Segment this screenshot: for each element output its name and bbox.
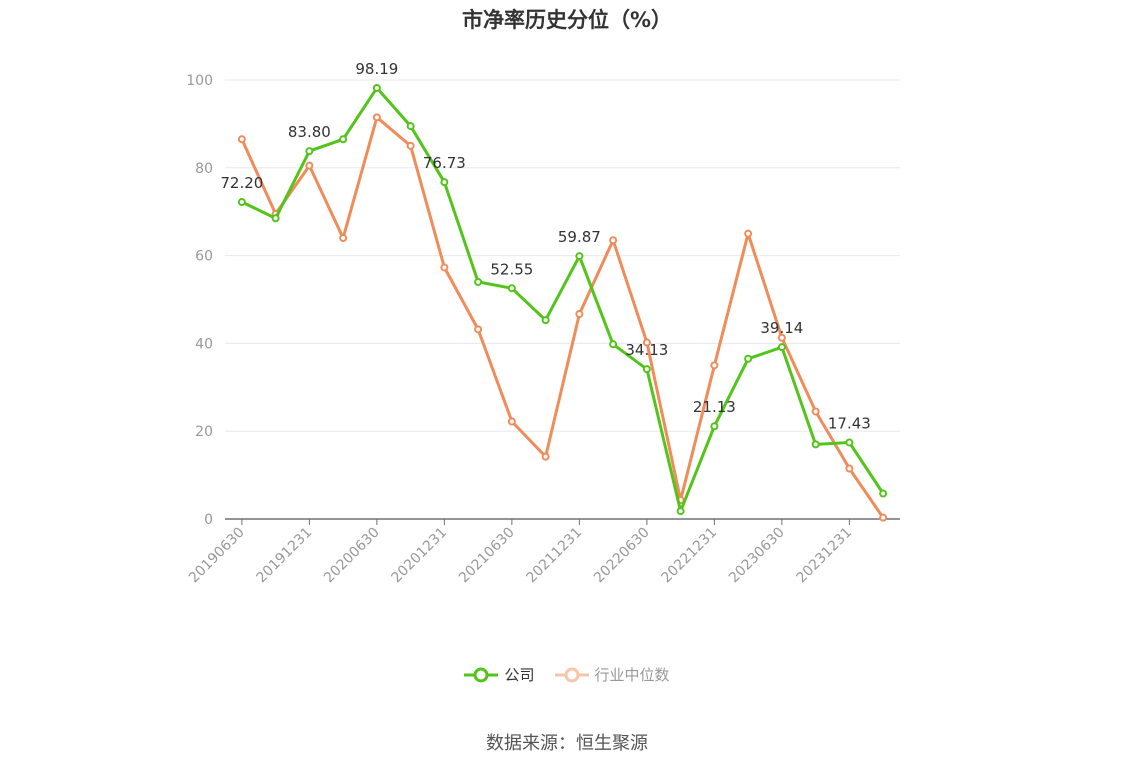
x-tick-label: 20220630 bbox=[591, 525, 653, 587]
data-point-industry bbox=[339, 234, 348, 243]
data-point-industry bbox=[609, 236, 618, 245]
data-point-industry bbox=[237, 135, 246, 144]
data-source-note: 数据来源：恒生聚源 bbox=[486, 733, 648, 754]
data-point-industry bbox=[710, 361, 719, 370]
data-point-industry bbox=[642, 338, 651, 347]
x-tick-label: 20221231 bbox=[658, 525, 720, 587]
data-point-company bbox=[845, 438, 854, 447]
data-point-company bbox=[271, 214, 280, 223]
data-point-industry bbox=[879, 513, 888, 522]
x-tick-label: 20231231 bbox=[793, 525, 855, 587]
data-point-company bbox=[372, 83, 381, 92]
data-point-industry bbox=[440, 263, 449, 272]
data-point-company bbox=[710, 422, 719, 431]
data-point-industry bbox=[777, 333, 786, 342]
data-point-industry bbox=[372, 113, 381, 122]
data-point-company bbox=[744, 354, 753, 363]
data-labels: 72.20 83.80 98.19 76.73 52.55 59.87 34.13 21.13… bbox=[220, 60, 870, 433]
data-point-company bbox=[811, 440, 820, 449]
data-point-company bbox=[474, 277, 483, 286]
data-point-industry bbox=[744, 229, 753, 238]
data-point-company bbox=[237, 198, 246, 207]
data-label: 21.13 bbox=[693, 398, 736, 416]
data-point-industry bbox=[541, 452, 550, 461]
gridlines bbox=[225, 79, 900, 432]
y-tick-label: 40 bbox=[195, 336, 213, 352]
x-tick-label: 20230630 bbox=[726, 525, 788, 587]
data-point-industry bbox=[406, 141, 415, 150]
data-point-company bbox=[541, 316, 550, 325]
data-label: 17.43 bbox=[828, 414, 871, 432]
y-tick-label: 100 bbox=[186, 73, 213, 89]
x-tick-label: 20201231 bbox=[388, 525, 450, 587]
data-point-company bbox=[575, 252, 584, 261]
y-tick-label: 60 bbox=[195, 249, 213, 265]
data-label: 98.19 bbox=[355, 60, 398, 78]
data-point-company bbox=[440, 178, 449, 187]
data-point-company bbox=[777, 343, 786, 352]
data-point-company bbox=[676, 507, 685, 516]
legend-label-company: 公司 bbox=[504, 666, 535, 684]
line-chart: 0 20 40 60 80 100 20190630 20191231 20200630 2020… bbox=[186, 60, 900, 587]
series-lines bbox=[237, 83, 888, 522]
data-label: 39.14 bbox=[760, 319, 803, 337]
legend-line-icon-company bbox=[464, 667, 499, 682]
legend-line-icon-industry bbox=[554, 667, 589, 682]
data-point-company bbox=[406, 122, 415, 131]
data-point-company bbox=[609, 340, 618, 349]
x-tick-label: 20210630 bbox=[456, 525, 518, 587]
data-point-company bbox=[507, 284, 516, 293]
data-label: 59.87 bbox=[558, 228, 601, 246]
y-tick-label: 80 bbox=[195, 161, 213, 177]
x-tick-label: 20211231 bbox=[523, 525, 585, 587]
data-point-company bbox=[339, 135, 348, 144]
y-tick-label: 0 bbox=[204, 512, 213, 528]
data-label: 83.80 bbox=[288, 123, 331, 141]
series-line-industry bbox=[240, 115, 885, 519]
legend-item-industry[interactable]: 行业中位数 bbox=[554, 664, 670, 685]
series-line-company bbox=[241, 86, 885, 513]
data-label: 34.13 bbox=[625, 341, 668, 359]
legend: 公司 行业中位数 bbox=[0, 664, 1134, 685]
data-point-industry bbox=[474, 325, 483, 334]
data-point-industry bbox=[845, 464, 854, 473]
y-tick-label: 20 bbox=[195, 424, 213, 440]
data-point-industry bbox=[811, 407, 820, 416]
data-point-company bbox=[879, 489, 888, 498]
data-label: 76.73 bbox=[423, 154, 466, 172]
x-tick-label: 20191231 bbox=[253, 525, 315, 587]
legend-label-industry: 行业中位数 bbox=[594, 666, 670, 684]
data-point-company bbox=[305, 147, 314, 156]
data-point-industry bbox=[507, 417, 516, 426]
legend-item-company[interactable]: 公司 bbox=[464, 664, 535, 685]
data-point-industry bbox=[575, 309, 584, 318]
x-tick-label: 20190630 bbox=[186, 525, 248, 587]
data-label: 52.55 bbox=[490, 260, 533, 278]
data-point-company bbox=[642, 365, 651, 374]
data-label: 72.20 bbox=[220, 174, 263, 192]
x-tick-label: 20200630 bbox=[321, 525, 383, 587]
chart-title: 市净率历史分位（%） bbox=[461, 8, 673, 32]
data-point-industry bbox=[305, 161, 314, 170]
